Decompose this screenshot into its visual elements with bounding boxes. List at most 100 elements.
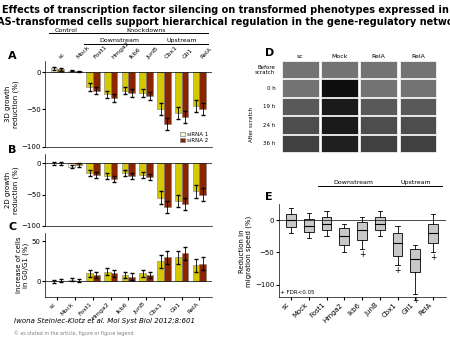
Text: © as stated in the article, figure or figure legend: © as stated in the article, figure or fi… bbox=[14, 331, 133, 336]
Bar bbox=[286, 214, 296, 227]
Text: RelA: RelA bbox=[372, 54, 386, 59]
Bar bbox=[51, 68, 58, 72]
Bar bbox=[164, 72, 171, 124]
Bar bbox=[86, 164, 93, 173]
Bar bbox=[68, 280, 75, 281]
Bar bbox=[122, 72, 128, 91]
Bar bbox=[282, 61, 319, 78]
Bar bbox=[111, 72, 117, 98]
Text: C: C bbox=[8, 222, 16, 232]
Bar bbox=[199, 164, 206, 195]
Bar bbox=[175, 164, 182, 201]
Bar bbox=[140, 273, 146, 281]
Bar bbox=[128, 72, 135, 93]
Bar bbox=[68, 164, 75, 167]
Bar bbox=[339, 228, 349, 245]
Bar bbox=[175, 257, 182, 281]
Bar bbox=[146, 164, 153, 177]
Text: Control: Control bbox=[55, 27, 78, 32]
Text: Downstream: Downstream bbox=[99, 38, 140, 43]
Bar bbox=[93, 275, 100, 281]
Bar bbox=[68, 71, 75, 72]
Text: 0 h: 0 h bbox=[266, 86, 275, 91]
Text: +: + bbox=[412, 296, 418, 305]
Text: 36 h: 36 h bbox=[263, 141, 275, 146]
Bar bbox=[111, 273, 117, 281]
Bar bbox=[104, 272, 111, 281]
Bar bbox=[140, 164, 146, 175]
Bar bbox=[400, 135, 436, 152]
Text: molecular: molecular bbox=[376, 317, 411, 322]
Bar bbox=[140, 72, 146, 93]
Text: D: D bbox=[265, 48, 274, 58]
Bar bbox=[193, 265, 199, 281]
Text: sc: sc bbox=[58, 52, 66, 60]
Bar bbox=[282, 116, 319, 134]
Bar bbox=[360, 61, 397, 78]
Bar bbox=[321, 79, 358, 97]
Bar bbox=[400, 98, 436, 115]
Bar bbox=[146, 72, 153, 96]
Text: Before
scratch: Before scratch bbox=[255, 65, 275, 75]
Text: Ikb6: Ikb6 bbox=[128, 47, 141, 60]
Bar bbox=[400, 116, 436, 134]
Bar bbox=[410, 249, 420, 272]
Text: RelA: RelA bbox=[411, 54, 425, 59]
Y-axis label: Reduction in
migration speed (%): Reduction in migration speed (%) bbox=[239, 215, 252, 287]
Bar bbox=[321, 135, 358, 152]
Y-axis label: Increase of cells
in G0/G1 (%): Increase of cells in G0/G1 (%) bbox=[16, 237, 29, 293]
Text: B: B bbox=[8, 145, 17, 155]
Text: 19 h: 19 h bbox=[263, 104, 275, 110]
Text: Hmga2: Hmga2 bbox=[111, 41, 130, 60]
Bar bbox=[193, 164, 199, 191]
Text: Cbx1: Cbx1 bbox=[164, 45, 179, 60]
Bar bbox=[128, 164, 135, 176]
Bar bbox=[360, 98, 397, 115]
Bar bbox=[122, 275, 128, 281]
Bar bbox=[400, 61, 436, 78]
Text: Iwona Steiniec-Klotz et al. Mol Syst Biol 2012;8:601: Iwona Steiniec-Klotz et al. Mol Syst Bio… bbox=[14, 318, 194, 324]
Bar bbox=[104, 164, 111, 176]
Text: +: + bbox=[430, 253, 436, 262]
Bar bbox=[182, 253, 189, 281]
Bar bbox=[128, 276, 135, 281]
Bar bbox=[375, 217, 385, 230]
Text: Mock: Mock bbox=[331, 54, 348, 59]
Bar bbox=[357, 222, 367, 240]
Bar bbox=[282, 135, 319, 152]
Bar bbox=[282, 79, 319, 97]
Text: E: E bbox=[265, 192, 273, 202]
Bar bbox=[321, 116, 358, 134]
Text: Gli1: Gli1 bbox=[182, 48, 194, 60]
Text: biology: biology bbox=[382, 331, 405, 336]
Text: After scratch: After scratch bbox=[249, 107, 254, 142]
Bar bbox=[393, 233, 402, 256]
Bar bbox=[86, 72, 93, 87]
Text: sc: sc bbox=[297, 54, 304, 59]
Bar bbox=[104, 72, 111, 94]
Text: RelA: RelA bbox=[199, 47, 213, 60]
Bar bbox=[93, 164, 100, 175]
Bar bbox=[360, 116, 397, 134]
Bar bbox=[75, 164, 82, 165]
Bar bbox=[146, 275, 153, 281]
Text: Effects of transcription factor silencing on transformed phenotypes expressed in: Effects of transcription factor silencin… bbox=[0, 5, 450, 27]
Text: Fost1: Fost1 bbox=[93, 45, 108, 60]
Y-axis label: 2D growth
reduction (%): 2D growth reduction (%) bbox=[5, 166, 19, 214]
Bar bbox=[86, 273, 93, 281]
Bar bbox=[58, 69, 64, 72]
Text: systems: systems bbox=[379, 324, 409, 329]
Text: JunB: JunB bbox=[146, 47, 160, 60]
Text: Knockdowns: Knockdowns bbox=[126, 27, 166, 32]
Bar bbox=[157, 72, 164, 110]
Bar bbox=[164, 257, 171, 281]
Bar bbox=[164, 164, 171, 207]
Bar bbox=[428, 224, 438, 243]
Bar bbox=[175, 72, 182, 113]
Text: +: + bbox=[394, 266, 401, 275]
Legend: siRNA 1, siRNA 2: siRNA 1, siRNA 2 bbox=[178, 131, 209, 144]
Text: +: + bbox=[359, 250, 365, 259]
Bar bbox=[93, 72, 100, 91]
Bar bbox=[360, 79, 397, 97]
Bar bbox=[199, 72, 206, 110]
